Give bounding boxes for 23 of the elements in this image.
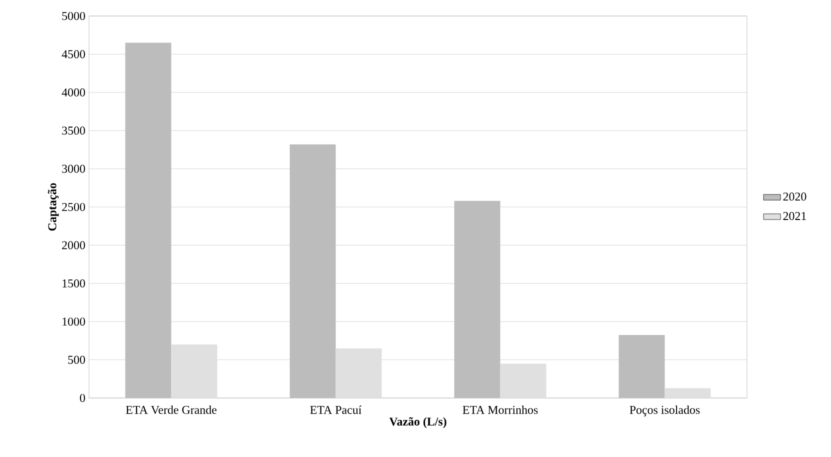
x-axis-title: Vazão (L/s) [389, 417, 446, 428]
y-tick-label: 3000 [62, 164, 86, 173]
y-tick-label: 1500 [62, 279, 86, 288]
bar [664, 388, 711, 398]
bar [500, 364, 546, 398]
legend-label: 2020 [783, 192, 806, 201]
y-tick-label: 3500 [62, 126, 86, 135]
x-tick-label: ETA Verde Grande [126, 406, 216, 414]
y-tick-label: 1000 [62, 318, 86, 326]
bar [336, 348, 382, 398]
y-tick-label: 4000 [62, 88, 86, 96]
bar [171, 344, 218, 398]
y-tick-label: 2500 [62, 202, 86, 212]
y-tick-label: 4500 [62, 50, 86, 58]
x-tick-label: Poços isolados [630, 406, 700, 416]
y-axis-title: Captação [48, 183, 59, 231]
y-tick-label: 5000 [62, 12, 86, 20]
y-tick-label: 0 [80, 394, 86, 402]
x-tick-label: ETA Morrinhos [462, 406, 538, 414]
legend-label: 2021 [783, 212, 806, 220]
y-tick-label: 500 [68, 356, 86, 364]
x-tick-label: ETA Pacuí [310, 406, 362, 414]
y-tick-label: 2000 [62, 241, 86, 250]
